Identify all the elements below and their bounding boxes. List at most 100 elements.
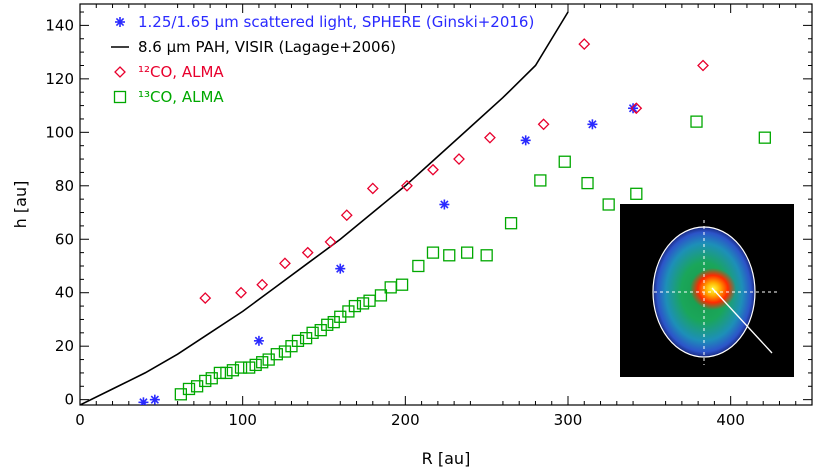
y-tick-label: 140 bbox=[45, 16, 74, 34]
data-point-square bbox=[291, 334, 305, 347]
data-point-square bbox=[534, 174, 547, 187]
asterisk-stroke bbox=[115, 17, 125, 27]
data-point-square bbox=[270, 348, 283, 361]
plot-frame bbox=[79, 3, 813, 406]
data-point-square bbox=[213, 366, 227, 380]
data-point-square bbox=[182, 382, 196, 396]
data-point-diamond bbox=[578, 38, 591, 51]
data-point-asterisk bbox=[115, 17, 125, 27]
asterisk-stroke bbox=[139, 398, 148, 405]
data-point-square bbox=[602, 198, 615, 211]
data-point-asterisk bbox=[587, 119, 598, 130]
asterisk-stroke bbox=[150, 395, 159, 404]
data-point-square bbox=[256, 356, 269, 369]
data-point-diamond bbox=[366, 182, 379, 195]
data-point-square bbox=[249, 358, 262, 372]
data-point-square bbox=[363, 294, 376, 307]
data-point-square bbox=[690, 115, 703, 128]
data-point-diamond bbox=[301, 246, 314, 259]
series-group bbox=[80, 11, 569, 405]
legend-label: 1.25/1.65 μm scattered light, SPHERE (Gi… bbox=[138, 13, 534, 31]
y-tick-label: 100 bbox=[45, 123, 74, 141]
data-point-diamond bbox=[340, 209, 353, 222]
series-group bbox=[199, 38, 709, 304]
data-point-square bbox=[243, 361, 256, 374]
asterisk-stroke bbox=[628, 104, 638, 113]
data-point-asterisk bbox=[253, 335, 264, 346]
data-point-square bbox=[504, 217, 518, 230]
data-point-diamond bbox=[453, 153, 465, 165]
data-point-asterisk bbox=[439, 199, 450, 210]
data-point-square bbox=[220, 366, 233, 380]
x-axis-label: R [au] bbox=[422, 449, 471, 468]
data-point-diamond bbox=[401, 179, 413, 192]
data-point-square bbox=[356, 297, 370, 310]
y-tick-label: 0 bbox=[64, 391, 74, 409]
data-point-diamond bbox=[256, 278, 269, 291]
data-point-diamond bbox=[537, 118, 550, 131]
data-point-square bbox=[630, 187, 643, 200]
data-point-square bbox=[558, 155, 571, 168]
y-tick-label: 20 bbox=[55, 337, 74, 355]
data-point-square bbox=[395, 278, 409, 291]
y-tick-label: 40 bbox=[55, 284, 74, 302]
legend-item: 1.25/1.65 μm scattered light, SPHERE (Gi… bbox=[115, 13, 534, 31]
y-tick-label: 120 bbox=[45, 70, 74, 88]
asterisk-stroke bbox=[336, 264, 345, 273]
data-point-square bbox=[199, 374, 212, 388]
data-point-asterisk bbox=[138, 397, 149, 405]
data-point-diamond bbox=[235, 286, 247, 299]
data-point-square bbox=[412, 259, 425, 273]
data-point-diamond bbox=[114, 66, 126, 78]
series-layer bbox=[80, 11, 771, 405]
asterisk-stroke bbox=[440, 200, 449, 209]
data-point-asterisk bbox=[149, 394, 160, 405]
series-group bbox=[138, 103, 639, 405]
data-point-diamond bbox=[484, 131, 496, 144]
series-group bbox=[174, 115, 771, 401]
data-point-asterisk bbox=[520, 135, 531, 146]
asterisk-stroke bbox=[254, 336, 264, 346]
data-point-diamond bbox=[279, 257, 291, 270]
x-tick-label: 300 bbox=[554, 411, 583, 429]
data-point-square bbox=[374, 289, 388, 302]
legend: 1.25/1.65 μm scattered light, SPHERE (Gi… bbox=[111, 13, 534, 106]
data-point-square bbox=[758, 131, 771, 144]
data-point-square bbox=[306, 326, 319, 339]
y-tick-label: 80 bbox=[55, 177, 74, 195]
y-tick-label: 60 bbox=[55, 230, 74, 248]
x-tick-label: 400 bbox=[716, 411, 745, 429]
legend-label: 8.6 μm PAH, VISIR (Lagage+2006) bbox=[138, 38, 396, 56]
data-point-square bbox=[321, 318, 334, 331]
data-point-diamond bbox=[324, 236, 337, 248]
series-line bbox=[80, 11, 569, 405]
data-point-asterisk bbox=[335, 263, 346, 274]
data-point-square bbox=[460, 246, 474, 259]
inset-image bbox=[620, 204, 794, 377]
legend-item: 8.6 μm PAH, VISIR (Lagage+2006) bbox=[111, 38, 396, 56]
data-point-square bbox=[226, 364, 240, 377]
data-point-square bbox=[581, 176, 594, 190]
data-point-diamond bbox=[630, 102, 643, 115]
data-point-square bbox=[234, 361, 248, 374]
legend-label: ¹²CO, ALMA bbox=[138, 63, 224, 81]
y-axis-label: h [au] bbox=[11, 181, 30, 229]
asterisk-stroke bbox=[521, 136, 530, 145]
x-tick-label: 200 bbox=[391, 411, 420, 429]
legend-label: ¹³CO, ALMA bbox=[138, 88, 224, 106]
data-point-square bbox=[348, 299, 362, 313]
data-point-square bbox=[480, 249, 493, 262]
data-point-diamond bbox=[427, 163, 439, 176]
asterisk-stroke bbox=[588, 120, 597, 129]
data-point-square bbox=[113, 90, 127, 104]
axes: 0 100 200 300 400 0 20 40 60 80 100 120 140 R [au] h [… bbox=[11, 3, 813, 468]
legend-item: ¹²CO, ALMA bbox=[114, 63, 224, 81]
inset-pointer-line bbox=[711, 287, 773, 354]
data-point-diamond bbox=[199, 292, 212, 304]
data-point-diamond bbox=[697, 59, 709, 72]
x-tick-label: 100 bbox=[228, 411, 257, 429]
data-point-square bbox=[443, 249, 456, 262]
data-point-asterisk bbox=[628, 103, 639, 114]
x-tick-label: 0 bbox=[75, 411, 85, 429]
